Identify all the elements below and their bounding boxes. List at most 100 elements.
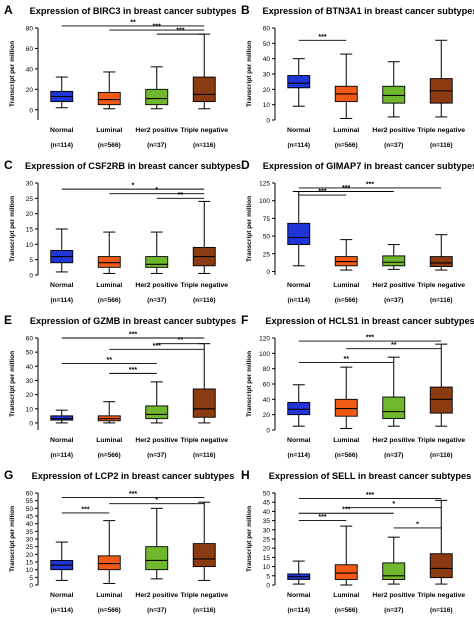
y-tick-label: 50 [26, 506, 34, 513]
y-tick-label: 50 [263, 491, 271, 498]
x-group-n: (n=37) [384, 607, 403, 614]
box-triple-negative [192, 343, 216, 424]
significance-label: *** [153, 343, 161, 350]
y-tick-label: 125 [259, 181, 270, 188]
y-tick-label: 30 [26, 537, 34, 544]
y-tick-label: 30 [26, 181, 34, 188]
box-luminal [97, 520, 121, 584]
significance-label: ** [391, 342, 397, 349]
x-group-n: (n=566) [98, 142, 121, 149]
box-normal [287, 560, 311, 585]
x-group-n: (n=114) [50, 452, 73, 459]
panel-label: H [241, 468, 250, 482]
panel-d: D Expression of GIMAP7 in breast cancer s… [241, 158, 474, 304]
x-group-n: (n=114) [50, 297, 73, 304]
y-tick-label: 50 [26, 350, 34, 357]
significance-label: ** [130, 19, 136, 26]
x-group-label: Triple negative [417, 437, 465, 444]
panel-title: Expression of GIMAP7 in breast cancer su… [263, 161, 474, 171]
x-group-n: (n=566) [98, 607, 121, 614]
y-tick-label: 80 [26, 26, 34, 33]
y-tick-label: 30 [263, 527, 271, 534]
y-tick-label: 60 [263, 26, 271, 33]
panel-label: E [4, 313, 12, 327]
x-group-label: Triple negative [180, 437, 228, 444]
y-tick-label: 10 [263, 564, 271, 571]
x-group-n: (n=116) [193, 452, 216, 459]
panel-label: C [4, 158, 13, 172]
y-tick-label: 55 [26, 498, 34, 505]
significance-label: *** [318, 34, 326, 41]
box-triple-negative [192, 501, 216, 581]
y-tick-label: 15 [26, 560, 34, 567]
panel-title: Expression of BIRC3 in breast cancer sub… [30, 6, 237, 16]
significance-label: ** [178, 192, 184, 199]
y-tick-label: 5 [29, 575, 33, 582]
x-group-label: Luminal [333, 127, 359, 134]
panel-f: F Expression of HCLS1 in breast cancer su… [241, 313, 474, 459]
significance-label: ** [178, 337, 184, 344]
y-tick-label: 25 [26, 544, 34, 551]
y-axis-label: Transcript per million [246, 41, 253, 107]
y-tick-label: 100 [259, 351, 270, 358]
x-group-n: (n=566) [335, 452, 358, 459]
box-iqr [97, 555, 121, 571]
box-normal [50, 541, 74, 581]
y-tick-label: 20 [26, 211, 34, 218]
x-group-label: Luminal [96, 282, 122, 289]
x-group-n: (n=116) [193, 297, 216, 304]
box-her2-positive [145, 507, 169, 580]
panel-c: C Expression of CSF2RB in breast cancer s… [4, 158, 241, 304]
y-tick-label: 0 [29, 420, 33, 427]
box-iqr [429, 256, 453, 267]
x-group-label: Luminal [333, 282, 359, 289]
box-luminal [334, 239, 358, 271]
y-tick-label: 10 [26, 567, 34, 574]
x-group-n: (n=37) [147, 142, 166, 149]
box-her2-positive [382, 356, 406, 427]
box-her2-positive [382, 61, 406, 118]
significance-label: *** [129, 367, 137, 374]
x-group-label: Triple negative [417, 592, 465, 599]
box-normal [287, 190, 311, 267]
box-triple-negative [429, 343, 453, 427]
y-tick-label: 40 [26, 521, 34, 528]
x-group-label: Her2 positive [372, 592, 415, 599]
y-tick-label: 5 [29, 257, 33, 264]
x-group-label: Her2 positive [135, 592, 178, 599]
panel-b: B Expression of BTN3A1 in breast cancer s… [241, 3, 474, 149]
y-tick-label: 20 [26, 87, 34, 94]
y-tick-label: 20 [26, 552, 34, 559]
y-tick-label: 20 [263, 546, 271, 553]
panel-label: B [241, 3, 250, 17]
box-iqr [97, 256, 121, 268]
x-group-n: (n=37) [384, 297, 403, 304]
y-tick-label: 0 [29, 583, 33, 590]
x-group-label: Her2 positive [372, 437, 415, 444]
box-normal [50, 228, 74, 273]
x-group-n: (n=116) [430, 297, 453, 304]
y-tick-label: 50 [263, 234, 271, 241]
x-group-label: Triple negative [417, 282, 465, 289]
significance-label: *** [129, 332, 137, 339]
y-tick-label: 5 [266, 573, 270, 580]
panel-h: H Expression of SELL in breast cancer sub… [241, 468, 471, 614]
significance-label: *** [366, 181, 374, 188]
panel-title: Expression of SELL in breast cancer subt… [269, 471, 472, 481]
y-tick-label: 40 [26, 364, 34, 371]
x-group-label: Luminal [96, 127, 122, 134]
panel-title: Expression of BTN3A1 in breast cancer su… [263, 6, 474, 16]
y-tick-label: 25 [263, 251, 271, 258]
x-group-label: Her2 positive [135, 127, 178, 134]
x-group-label: Normal [287, 127, 311, 134]
y-tick-label: 120 [259, 336, 270, 343]
y-tick-label: 60 [26, 46, 34, 53]
x-group-n: (n=116) [430, 607, 453, 614]
y-tick-label: 60 [26, 491, 34, 498]
y-tick-label: 35 [263, 518, 271, 525]
box-iqr [334, 564, 358, 580]
y-tick-label: 75 [263, 216, 271, 223]
y-tick-label: 20 [26, 392, 34, 399]
y-axis-label: Transcript per million [9, 41, 16, 107]
box-triple-negative [429, 234, 453, 271]
